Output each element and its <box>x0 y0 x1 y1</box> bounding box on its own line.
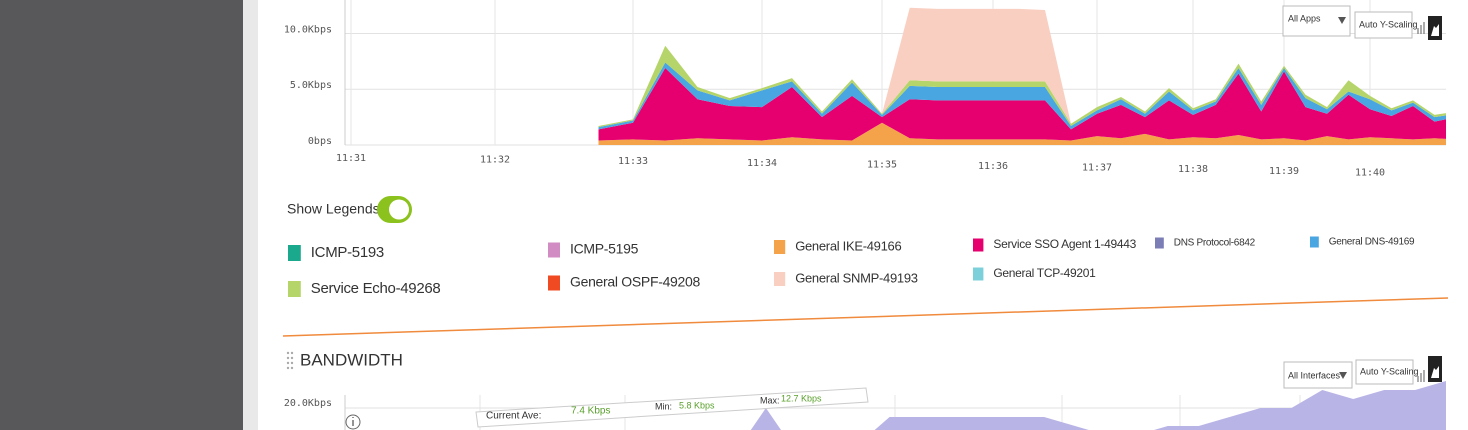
x-tick-label: 11:34 <box>747 158 777 169</box>
y-tick-label: 0bps <box>308 136 332 147</box>
legend-swatch <box>774 240 786 254</box>
legend-label: General DNS-49169 <box>1329 237 1415 248</box>
x-tick-label: 11:37 <box>1082 163 1112 174</box>
legend-label: ICMP-5195 <box>570 241 639 257</box>
legend-label: DNS Protocol-6842 <box>1174 238 1256 249</box>
app-select-text: All Apps <box>1288 13 1321 23</box>
legend-label: General OSPF-49208 <box>570 274 701 290</box>
legend-swatch <box>548 242 560 258</box>
x-tick-label: 11:33 <box>618 156 648 167</box>
area <box>598 62 1446 130</box>
legend-swatch <box>1155 237 1164 249</box>
legend-swatch <box>288 245 301 261</box>
stat-value: 5.8 Kbps <box>679 400 715 410</box>
stat-value: 12.7 Kbps <box>781 393 822 403</box>
show-legends-label: Show Legends <box>287 201 380 217</box>
y-tick-label: 10.0Kbps <box>284 24 332 35</box>
legend-label: General SNMP-49193 <box>795 270 918 285</box>
traffic-chart: 0bps 5.0Kbps 10.0Kbps 11:31 11:32 11:33 11:34 1… <box>284 0 1446 178</box>
legend-swatch <box>774 272 786 286</box>
y-tick-label: 20.0Kbps <box>284 398 332 409</box>
stat-value: 7.4 Kbps <box>571 406 610 417</box>
legend-label: ICMP-5193 <box>311 244 384 261</box>
area <box>598 68 1446 141</box>
x-tick-label: 11:36 <box>978 161 1008 172</box>
plot-area <box>598 7 1446 145</box>
legend-swatch <box>548 275 560 291</box>
interface-select[interactable]: All Interfaces <box>1283 361 1353 389</box>
section-title: BANDWIDTH <box>300 350 403 369</box>
bandwidth-scaling-text: Auto Y-Scaling <box>1360 366 1419 376</box>
sidebar-edge <box>243 0 258 430</box>
area <box>598 122 1446 145</box>
app-select[interactable]: All Apps <box>1282 5 1351 37</box>
bandwidth-scaling-select[interactable]: Auto Y-Scaling <box>1355 359 1419 385</box>
x-tick-label: 11:40 <box>1355 167 1385 178</box>
x-tick-label: 11:32 <box>480 155 510 166</box>
interface-select-text: All Interfaces <box>1288 370 1341 380</box>
legend: General IKE-49166 Service SSO Agent 1-494… <box>288 236 1415 297</box>
area <box>750 381 1446 430</box>
divider <box>282 297 1449 337</box>
scaling-text: Auto Y-Scaling <box>1359 19 1418 29</box>
scaling-select[interactable]: Auto Y-Scaling <box>1354 11 1418 39</box>
stat-label: Min: <box>655 401 672 411</box>
legend-swatch <box>1310 236 1319 248</box>
plot-area <box>750 381 1446 430</box>
x-tick-label: 11:38 <box>1178 164 1208 175</box>
y-tick-label: 5.0Kbps <box>290 80 332 91</box>
drag-handle[interactable] <box>286 351 294 370</box>
x-tick-label: 11:39 <box>1269 166 1299 177</box>
x-tick-label: 11:31 <box>336 153 366 164</box>
legend-label: Service SSO Agent 1-49443 <box>993 237 1136 251</box>
legend-swatch <box>288 281 301 297</box>
legend-label: General TCP-49201 <box>993 266 1096 280</box>
legend-label: Service Echo-49268 <box>311 280 441 297</box>
area <box>598 7 1446 127</box>
legend-swatch <box>973 238 984 252</box>
bandwidth-mode-buttons[interactable] <box>1417 356 1442 382</box>
x-tick-label: 11:35 <box>867 159 897 170</box>
chart-mode-buttons[interactable] <box>1417 16 1442 40</box>
legend-swatch <box>973 267 984 281</box>
area <box>598 45 1446 128</box>
info-icon[interactable] <box>345 414 361 430</box>
sidebar <box>0 0 243 430</box>
stats-bar: Current Ave: 7.4 Kbps Min: 5.8 Kbps Max:… <box>475 387 869 428</box>
stat-label: Max: <box>760 395 780 405</box>
legend-toggle[interactable] <box>377 196 412 223</box>
stat-label: Current Ave: <box>486 411 541 422</box>
legend-label: General IKE-49166 <box>795 238 901 253</box>
